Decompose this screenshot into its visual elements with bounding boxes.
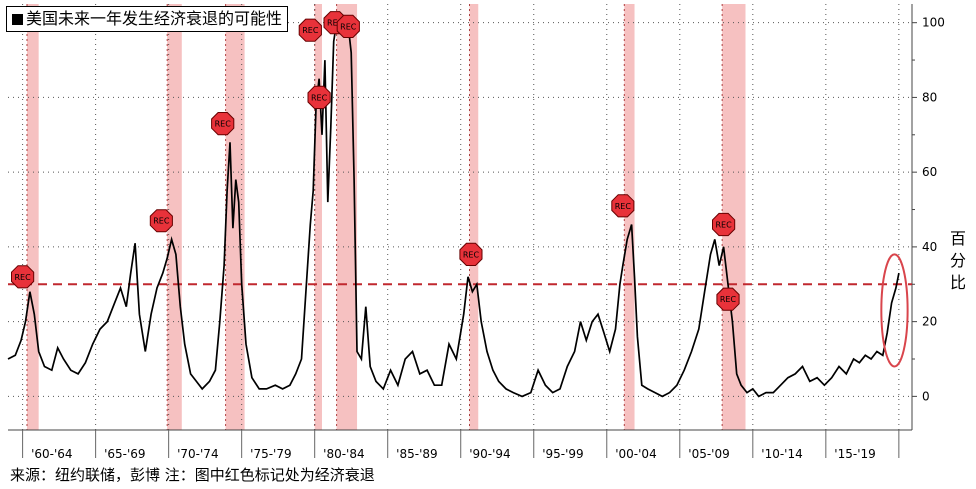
rec-marker-label: REC xyxy=(302,26,319,35)
rec-marker-badge xyxy=(459,242,483,266)
y-tick-label: 40 xyxy=(922,240,937,254)
rec-marker-badge xyxy=(712,212,736,237)
x-tick-label: '80-'84 xyxy=(323,447,364,461)
rec-marker-label: REC xyxy=(716,220,733,229)
highlight-ellipse xyxy=(880,253,909,368)
y-tick-label: 60 xyxy=(922,165,937,179)
x-tick-label: '60-'64 xyxy=(31,447,72,461)
rec-marker-label: REC xyxy=(215,120,232,129)
x-tick-label: '00-'04 xyxy=(615,447,656,461)
x-tick-label: '90-'94 xyxy=(469,447,510,461)
rec-marker-label: REC xyxy=(463,250,480,259)
recession-band xyxy=(167,4,182,430)
y-tick-label: 100 xyxy=(922,16,945,30)
recession-band xyxy=(722,4,746,430)
rec-marker-badge xyxy=(211,112,235,136)
rec-marker-label: REC xyxy=(153,217,170,226)
x-tick-label: '85-'89 xyxy=(396,447,437,461)
rec-marker-label: REC xyxy=(720,295,737,304)
x-tick-label: '70-'74 xyxy=(177,447,218,461)
rec-marker-badge xyxy=(307,85,331,109)
rec-marker-label: REC xyxy=(15,273,32,282)
gridlines xyxy=(8,4,912,430)
rec-marker-badge xyxy=(716,287,740,311)
recession-band xyxy=(624,4,635,430)
rec-marker-label: REC xyxy=(327,19,344,28)
x-tick-label: '65-'69 xyxy=(104,447,145,461)
rec-marker-label: REC xyxy=(615,202,632,211)
y-tick-label: 0 xyxy=(922,389,930,403)
y-tick-label: 80 xyxy=(922,90,937,104)
recession-band xyxy=(26,4,39,430)
legend: 美国未来一年发生经济衰退的可能性 xyxy=(6,6,289,32)
recession-band xyxy=(469,4,479,430)
legend-label: 美国未来一年发生经济衰退的可能性 xyxy=(26,9,283,28)
rec-marker-badge xyxy=(336,14,360,38)
recession-shading-group xyxy=(26,4,746,430)
x-tick-label: '10-'14 xyxy=(761,447,802,461)
recession-probability-line xyxy=(7,19,900,398)
rec-marker-label: REC xyxy=(340,22,357,31)
recession-band xyxy=(314,4,322,430)
recession-band xyxy=(225,4,245,430)
y-axis-title: 百分比 xyxy=(949,229,966,292)
source-note: 来源：纽约联储，彭博 注：图中红色标记处为经济衰退 xyxy=(10,466,375,484)
legend-swatch xyxy=(12,14,23,25)
x-axis-ticks: '60-'64 '65-'69 '70-'74 '75-'79 '80-'84 '85-'… xyxy=(22,430,900,461)
rec-marker-label: REC xyxy=(311,93,328,102)
rec-marker-badge xyxy=(149,209,173,233)
x-tick-label: '15-'19 xyxy=(834,447,875,461)
rec-marker-badge xyxy=(298,18,322,42)
y-axis-ticks: 0 20 40 60 80 100 xyxy=(912,16,945,403)
x-tick-label: '75-'79 xyxy=(250,447,291,461)
rec-marker-badge xyxy=(11,265,35,289)
y-tick-label: 20 xyxy=(922,315,937,329)
x-tick-label: '05-'09 xyxy=(688,447,729,461)
x-tick-label: '95-'99 xyxy=(542,447,583,461)
rec-marker-badge xyxy=(611,194,635,218)
